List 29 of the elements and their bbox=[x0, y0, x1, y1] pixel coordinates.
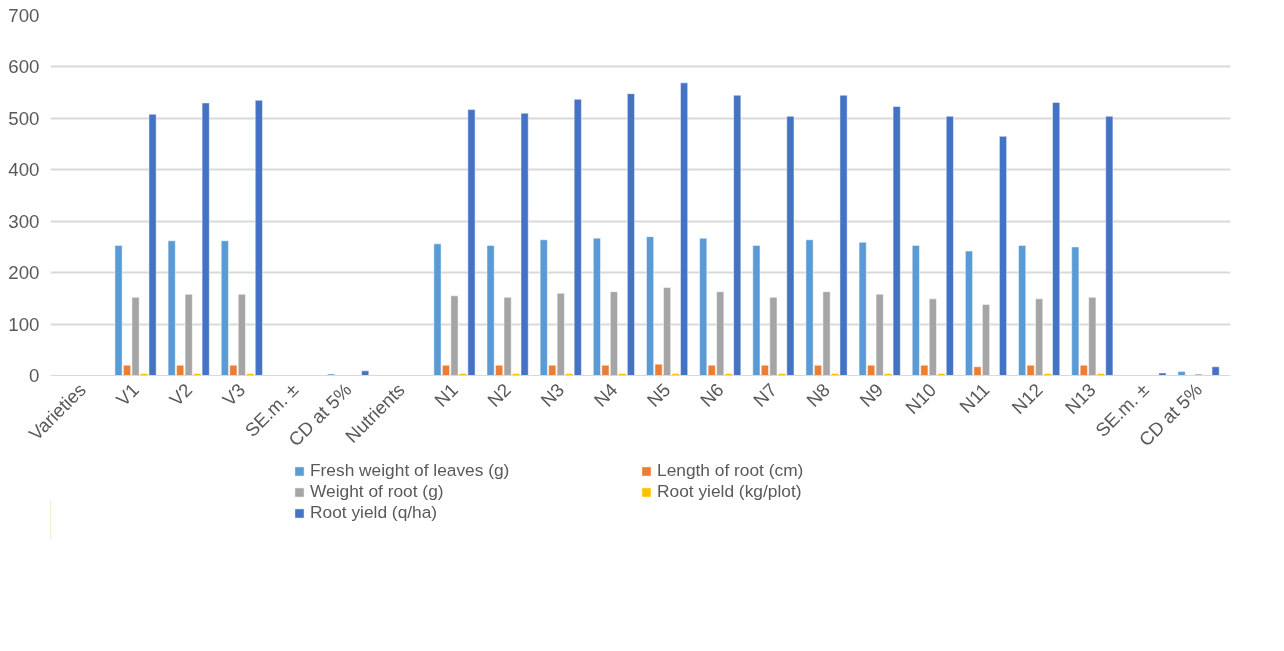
x-tick-label: N10 bbox=[901, 379, 941, 419]
y-tick-label: 200 bbox=[8, 262, 40, 284]
x-tick-label: N5 bbox=[642, 379, 675, 411]
y-tick-label: 500 bbox=[8, 107, 40, 129]
y-tick-label: 400 bbox=[8, 159, 40, 181]
x-tick-label: N6 bbox=[695, 379, 728, 411]
x-tick-label: N4 bbox=[589, 379, 622, 411]
legend-label: Fresh weight of leaves (g) bbox=[310, 460, 511, 481]
x-tick-label: N12 bbox=[1007, 379, 1047, 419]
legend-label: Root yield (q/ha) bbox=[310, 502, 439, 523]
x-tick-label: N7 bbox=[749, 379, 781, 411]
x-tick-label: V3 bbox=[218, 379, 250, 411]
x-tick-label: N1 bbox=[430, 379, 462, 411]
x-tick-label: N3 bbox=[536, 379, 569, 411]
y-tick-label: 700 bbox=[8, 5, 40, 26]
y-tick-label: 300 bbox=[8, 210, 40, 232]
y-tick-label: 600 bbox=[8, 56, 40, 78]
legend-label: Length of root (cm) bbox=[657, 460, 805, 481]
x-tick-label: N11 bbox=[955, 379, 994, 418]
y-tick-label: 100 bbox=[8, 313, 40, 335]
legend-label: Weight of root (g) bbox=[310, 481, 445, 502]
x-tick-label: N2 bbox=[483, 379, 516, 411]
x-tick-label: N8 bbox=[802, 379, 834, 411]
y-tick-label: 0 bbox=[29, 365, 40, 386]
x-tick-label: N9 bbox=[855, 379, 888, 411]
x-tick-label: V1 bbox=[111, 379, 143, 411]
x-tick-label: N13 bbox=[1060, 379, 1100, 419]
legend-label: Root yield (kg/plot) bbox=[657, 481, 803, 502]
x-tick-label: V2 bbox=[165, 379, 197, 411]
